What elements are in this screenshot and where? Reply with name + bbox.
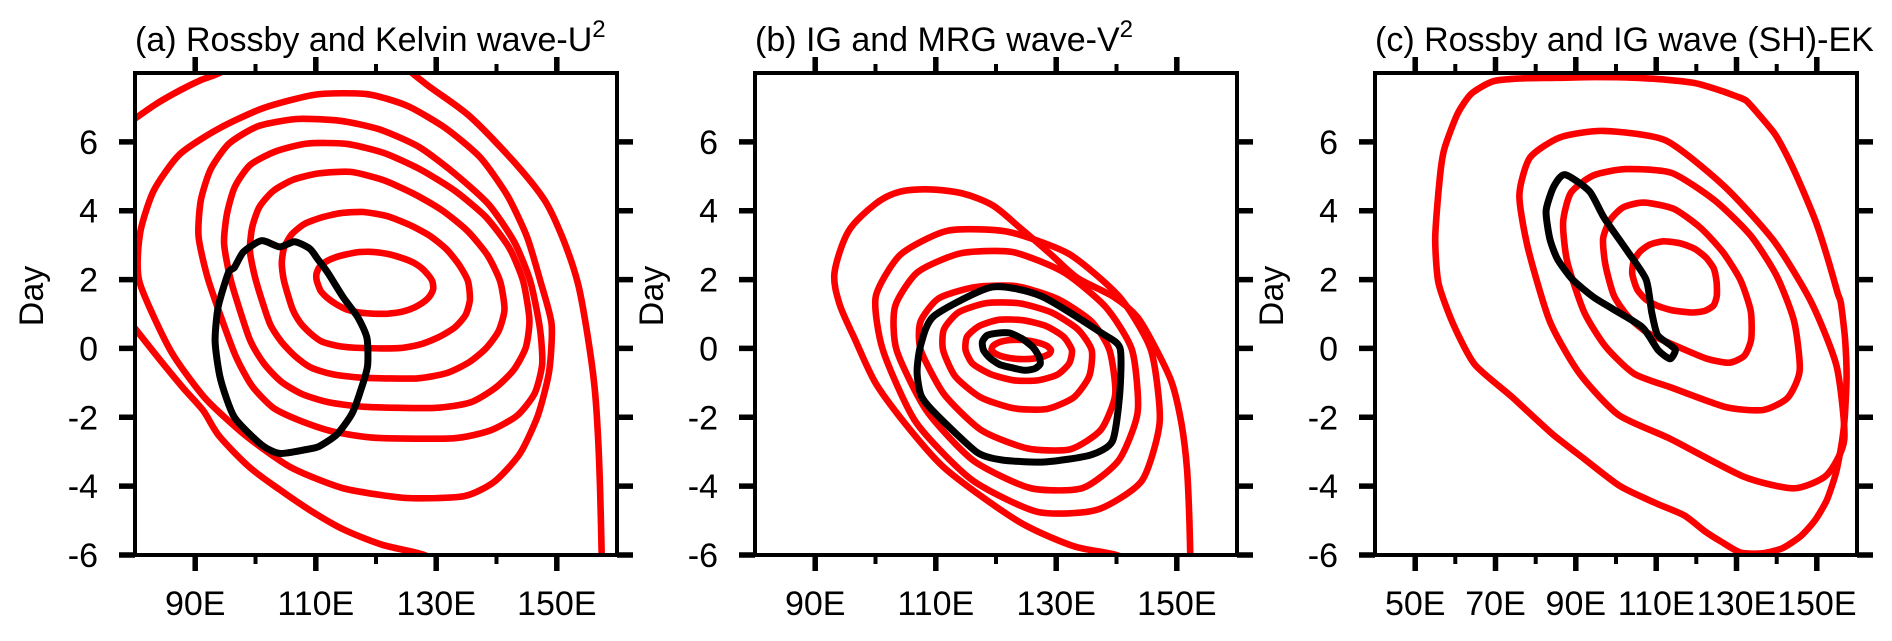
svg-text:2: 2 xyxy=(1319,262,1338,300)
svg-text:-4: -4 xyxy=(688,468,718,506)
svg-text:0: 0 xyxy=(1319,330,1338,368)
svg-text:150E: 150E xyxy=(1137,585,1216,623)
svg-text:Day: Day xyxy=(1253,266,1291,326)
svg-text:-2: -2 xyxy=(68,399,98,437)
svg-text:-2: -2 xyxy=(1308,399,1338,437)
svg-text:130E: 130E xyxy=(1016,585,1095,623)
svg-text:90E: 90E xyxy=(1546,585,1607,623)
svg-text:-4: -4 xyxy=(1308,468,1338,506)
svg-text:4: 4 xyxy=(1319,193,1338,231)
svg-text:6: 6 xyxy=(79,124,98,162)
svg-text:4: 4 xyxy=(699,193,718,231)
svg-text:150E: 150E xyxy=(1777,585,1856,623)
svg-text:6: 6 xyxy=(1319,124,1338,162)
svg-text:0: 0 xyxy=(79,330,98,368)
svg-text:-6: -6 xyxy=(68,537,98,575)
svg-text:-4: -4 xyxy=(68,468,98,506)
svg-text:90E: 90E xyxy=(785,585,846,623)
svg-text:2: 2 xyxy=(79,262,98,300)
svg-text:130E: 130E xyxy=(396,585,475,623)
svg-text:(a) Rossby and Kelvin wave-U2: (a) Rossby and Kelvin wave-U2 xyxy=(135,16,606,59)
svg-text:50E: 50E xyxy=(1385,585,1446,623)
svg-text:4: 4 xyxy=(79,193,98,231)
svg-text:Day: Day xyxy=(633,266,671,326)
svg-text:90E: 90E xyxy=(165,585,226,623)
svg-text:2: 2 xyxy=(699,262,718,300)
svg-text:-6: -6 xyxy=(688,537,718,575)
svg-text:70E: 70E xyxy=(1465,585,1526,623)
svg-text:110E: 110E xyxy=(277,585,354,623)
svg-text:110E: 110E xyxy=(1618,585,1695,623)
svg-text:-2: -2 xyxy=(688,399,718,437)
svg-text:(c) Rossby and IG wave (SH)-EK: (c) Rossby and IG wave (SH)-EK xyxy=(1375,21,1874,59)
svg-text:0: 0 xyxy=(699,330,718,368)
svg-text:Day: Day xyxy=(13,266,51,326)
svg-text:(b) IG and MRG wave-V2: (b) IG and MRG wave-V2 xyxy=(755,16,1133,59)
svg-text:150E: 150E xyxy=(517,585,596,623)
svg-text:110E: 110E xyxy=(897,585,974,623)
svg-text:-6: -6 xyxy=(1308,537,1338,575)
svg-text:130E: 130E xyxy=(1697,585,1776,623)
svg-text:6: 6 xyxy=(699,124,718,162)
